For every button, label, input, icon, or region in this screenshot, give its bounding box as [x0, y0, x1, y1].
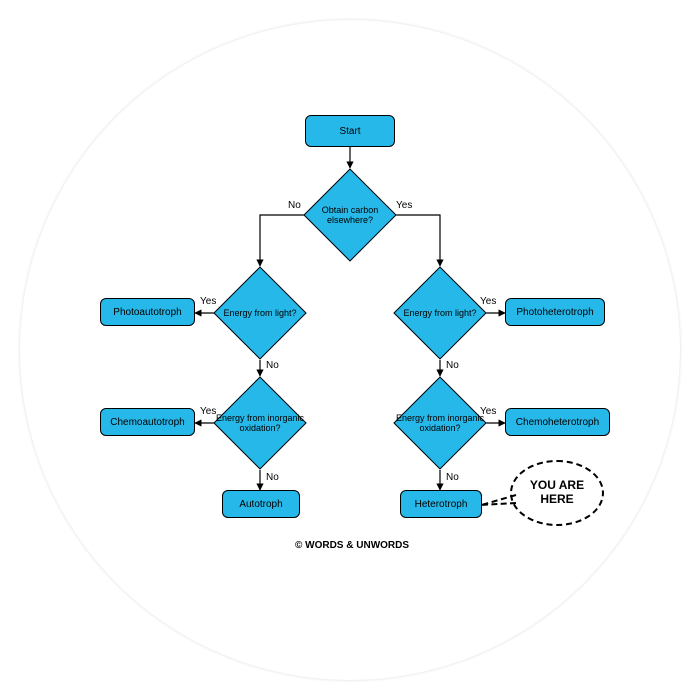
edge-label-inorgL-chemoauto: Yes	[200, 406, 216, 417]
node-label-chemoauto: Chemoautotroph	[110, 417, 185, 428]
node-label-carbon: Obtain carbon elsewhere?	[298, 205, 402, 225]
node-inorgL: Energy from inorganic oxidation?	[227, 390, 293, 456]
node-photoauto: Photoautotroph	[100, 298, 195, 326]
edge-label-energyL-inorgL: No	[266, 360, 279, 371]
node-label-autotroph: Autotroph	[239, 499, 282, 510]
edge-label-inorgR-heterotroph: No	[446, 472, 459, 483]
node-label-start: Start	[339, 126, 360, 137]
node-chemoauto: Chemoautotroph	[100, 408, 195, 436]
attribution-text: © WORDS & UNWORDS	[295, 540, 409, 551]
node-label-heterotroph: Heterotroph	[415, 499, 468, 510]
edge-label-inorgR-chemohetero: Yes	[480, 406, 496, 417]
node-start: Start	[305, 115, 395, 147]
flowchart-stage: Start Obtain carbon elsewhere? Energy from…	[0, 0, 700, 700]
edge-label-carbon-energyL: No	[288, 200, 301, 211]
you-are-here-text: YOU ARE HERE	[512, 479, 602, 507]
you-are-here-bubble: YOU ARE HERE	[510, 460, 604, 526]
node-carbon: Obtain carbon elsewhere?	[317, 182, 383, 248]
node-label-chemohetero: Chemoheterotroph	[516, 417, 599, 428]
node-label-photohetero: Photoheterotroph	[516, 307, 593, 318]
edge-label-energyR-photohetero: Yes	[480, 296, 496, 307]
edge-label-carbon-energyR: Yes	[396, 200, 412, 211]
node-label-energyL: Energy from light?	[223, 308, 296, 318]
node-energyR: Energy from light?	[407, 280, 473, 346]
node-label-photoauto: Photoautotroph	[113, 307, 181, 318]
edge-label-inorgL-autotroph: No	[266, 472, 279, 483]
connector-layer	[0, 0, 700, 700]
edge-label-energyL-photoauto: Yes	[200, 296, 216, 307]
node-heterotroph: Heterotroph	[400, 490, 482, 518]
node-label-energyR: Energy from light?	[403, 308, 476, 318]
node-energyL: Energy from light?	[227, 280, 293, 346]
node-inorgR: Energy from inorganic oxidation?	[407, 390, 473, 456]
edge-label-energyR-inorgR: No	[446, 360, 459, 371]
node-label-inorgR: Energy from inorganic oxidation?	[388, 413, 492, 433]
node-label-inorgL: Energy from inorganic oxidation?	[208, 413, 312, 433]
node-chemohetero: Chemoheterotroph	[505, 408, 610, 436]
node-photohetero: Photoheterotroph	[505, 298, 605, 326]
node-autotroph: Autotroph	[222, 490, 300, 518]
